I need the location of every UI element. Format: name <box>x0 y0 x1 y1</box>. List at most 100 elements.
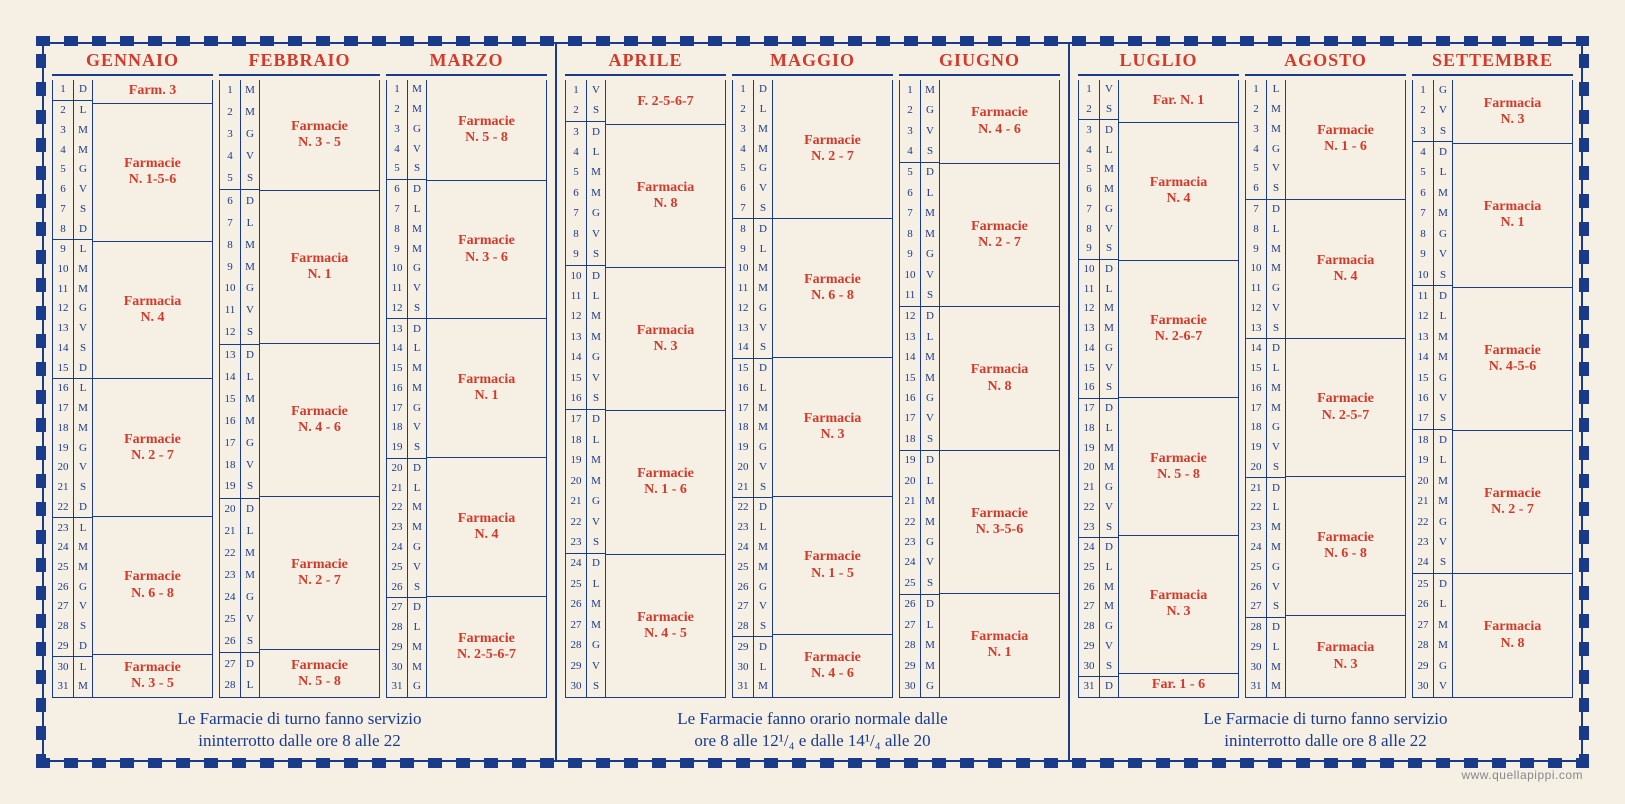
day-number: 10 <box>220 278 240 300</box>
day-number: 7 <box>1079 199 1099 219</box>
day-number: 16 <box>566 388 586 409</box>
day-of-week: S <box>921 573 939 594</box>
day-number: 26 <box>387 577 407 598</box>
day-number: 16 <box>900 388 920 408</box>
day-of-week: L <box>921 183 939 203</box>
day-of-week: D <box>921 307 939 327</box>
day-number: 14 <box>220 367 240 389</box>
day-of-week: S <box>1267 318 1285 339</box>
day-of-week: M <box>241 234 259 256</box>
day-of-week: M <box>921 347 939 367</box>
day-number: 24 <box>53 538 73 558</box>
day-of-week-col: LMMGVSDLMMGVSDLMMGVSDLMMGVSDLMM <box>1267 80 1286 697</box>
day-of-week: M <box>241 565 259 587</box>
pharmacy-group: Farmacie N. 5 - 8 <box>1119 398 1238 536</box>
day-number-col: 1234567891011121314151617181920212223242… <box>900 80 921 697</box>
day-number: 12 <box>1079 299 1099 319</box>
day-number: 28 <box>53 617 73 637</box>
month-title: FEBBRAIO <box>219 50 380 76</box>
day-of-week: S <box>754 617 772 638</box>
day-of-week: M <box>1434 471 1452 491</box>
day-number: 30 <box>1246 657 1266 677</box>
day-number: 31 <box>387 677 407 697</box>
pharmacy-group: Farmacie N. 4 - 6 <box>773 635 892 696</box>
day-of-week: G <box>408 120 426 140</box>
day-number: 16 <box>733 378 753 398</box>
day-of-week: M <box>754 557 772 577</box>
day-number: 29 <box>1079 637 1099 657</box>
day-of-week: L <box>921 327 939 347</box>
month-body: 1234567891011121314151617181920212223242… <box>1245 80 1406 698</box>
day-of-week: M <box>408 637 426 657</box>
day-of-week: M <box>74 260 92 280</box>
day-of-week: G <box>754 438 772 458</box>
day-of-week: M <box>1434 204 1452 224</box>
panel: APRILE1234567891011121314151617181920212… <box>557 44 1070 760</box>
day-of-week: M <box>587 327 605 347</box>
day-number: 22 <box>566 512 586 532</box>
day-number: 15 <box>53 358 73 379</box>
day-number: 6 <box>1413 183 1433 203</box>
month: APRILE1234567891011121314151617181920212… <box>565 50 726 698</box>
day-of-week: M <box>921 635 939 655</box>
day-number: 17 <box>220 432 240 454</box>
groups-col: Farmacia N. 3Farmacia N. 1Farmacie N. 4-… <box>1453 80 1572 697</box>
day-of-week: M <box>1434 491 1452 511</box>
day-number: 13 <box>733 318 753 338</box>
day-of-week: D <box>1100 399 1118 419</box>
day-number: 14 <box>1079 339 1099 359</box>
day-of-week: M <box>408 359 426 379</box>
day-of-week: G <box>1267 139 1285 159</box>
day-number: 14 <box>733 338 753 359</box>
day-of-week: D <box>1434 286 1452 306</box>
day-number: 26 <box>900 595 920 615</box>
day-number: 14 <box>1246 339 1266 359</box>
day-of-week: S <box>74 617 92 637</box>
day-of-week: M <box>1267 538 1285 558</box>
day-number: 6 <box>1246 179 1266 200</box>
month: GENNAIO123456789101112131415161718192021… <box>52 50 213 698</box>
day-number: 4 <box>900 141 920 162</box>
day-of-week: M <box>1267 239 1285 259</box>
day-number: 10 <box>733 259 753 279</box>
day-number: 9 <box>220 256 240 278</box>
day-number: 23 <box>1413 532 1433 552</box>
day-number: 27 <box>387 598 407 618</box>
day-of-week: G <box>241 124 259 146</box>
day-number: 12 <box>566 307 586 327</box>
day-of-week: M <box>1434 327 1452 347</box>
day-number: 3 <box>1413 121 1433 142</box>
day-number: 10 <box>1413 265 1433 286</box>
day-number: 3 <box>1079 120 1099 140</box>
day-of-week: S <box>921 285 939 306</box>
day-of-week: L <box>754 239 772 259</box>
day-of-week: S <box>408 298 426 319</box>
day-of-week: M <box>1100 299 1118 319</box>
pharmacy-group: Farmacie N. 4 - 5 <box>606 555 725 697</box>
day-number: 7 <box>1246 200 1266 220</box>
pharmacy-group: Farmacie N. 6 - 8 <box>93 517 212 655</box>
month-body: 1234567891011121314151617181920212223242… <box>52 80 213 698</box>
day-number: 20 <box>53 458 73 478</box>
day-number: 16 <box>387 378 407 398</box>
day-number: 24 <box>220 586 240 608</box>
pharmacy-group: Farmacia N. 8 <box>1453 574 1572 697</box>
day-of-week: D <box>754 359 772 379</box>
day-number: 1 <box>733 80 753 100</box>
day-of-week: G <box>587 635 605 655</box>
day-of-week: D <box>1434 430 1452 450</box>
day-of-week: S <box>1100 100 1118 121</box>
day-number: 4 <box>1246 139 1266 159</box>
day-number: 25 <box>1246 557 1266 577</box>
day-number: 3 <box>900 121 920 141</box>
day-of-week-col: MMGVSDLMMGVSDLMMGVSDLMMGVSDL <box>241 80 260 697</box>
pharmacy-group: Farmacie N. 2-6-7 <box>1119 261 1238 399</box>
day-of-week: D <box>1434 574 1452 594</box>
day-of-week: G <box>921 676 939 696</box>
pharmacy-group: Farmacia N. 1 <box>260 191 379 344</box>
day-of-week: L <box>1434 163 1452 183</box>
day-of-week: M <box>1267 120 1285 140</box>
day-of-week: S <box>1267 179 1285 200</box>
day-of-week: L <box>1434 595 1452 615</box>
day-of-week: M <box>241 543 259 565</box>
